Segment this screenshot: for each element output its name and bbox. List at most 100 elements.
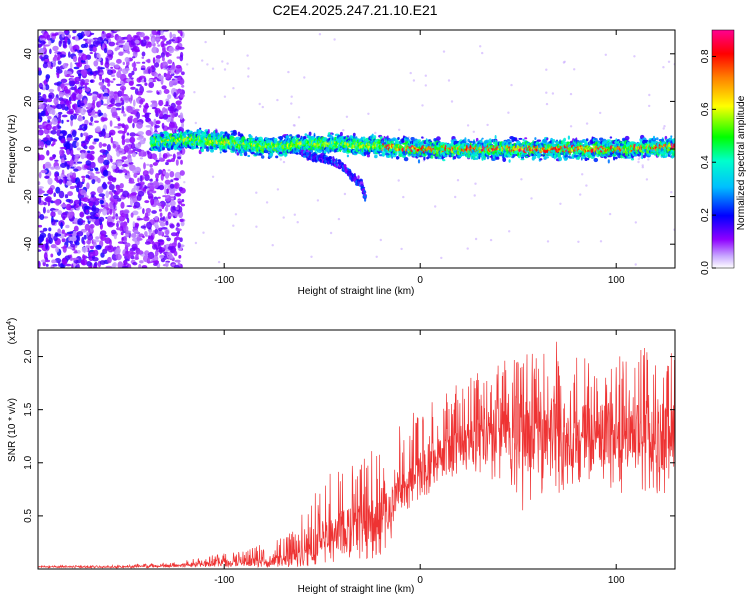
heatmap-cell — [52, 264, 58, 267]
heatmap-cell — [200, 148, 204, 153]
heatmap-cell — [61, 31, 65, 38]
heatmap-cell — [109, 62, 116, 66]
heatmap-cell — [126, 217, 130, 224]
heatmap-cell — [171, 64, 176, 71]
heatmap-cell — [69, 159, 74, 165]
heatmap-cell — [90, 245, 94, 250]
heatmap-cell — [94, 261, 98, 267]
heatmap-cell — [61, 229, 65, 234]
heatmap-cell — [176, 151, 181, 155]
heatmap-cell — [111, 165, 117, 170]
heatmap-cell — [133, 172, 138, 178]
heatmap-cell — [131, 62, 137, 68]
heatmap-cell — [90, 172, 95, 180]
heatmap-cell — [154, 228, 159, 234]
heatmap-cell — [133, 99, 136, 107]
heatmap-cell — [641, 166, 644, 169]
heatmap-cell — [48, 187, 54, 195]
heatmap-cell — [403, 157, 409, 162]
heatmap-cell — [337, 217, 341, 221]
heatmap-cell — [113, 202, 116, 210]
heatmap-cell — [70, 171, 73, 176]
heatmap-cell — [645, 178, 649, 181]
heatmap-cell — [44, 175, 50, 179]
heatmap-cell — [121, 123, 125, 128]
heatmap-cell — [223, 95, 227, 98]
heatmap-cell — [48, 94, 53, 99]
heatmap-cell — [49, 156, 54, 161]
heatmap-cell — [170, 80, 174, 87]
heatmap-cell — [164, 179, 171, 185]
heatmap-cell — [148, 121, 154, 125]
heatmap-cell — [105, 190, 109, 199]
heatmap-cell — [100, 175, 105, 179]
heatmap-cell — [581, 173, 584, 176]
heatmap-cell — [109, 91, 116, 95]
heatmap-cell — [130, 198, 133, 206]
heatmap-cell — [58, 91, 65, 98]
heatmap-cell — [604, 53, 607, 56]
heatmap-cell — [318, 33, 322, 36]
heatmap-cell — [130, 142, 136, 150]
heatmap-cell — [161, 85, 167, 90]
heatmap-cell — [80, 107, 86, 116]
heatmap-cell — [82, 132, 89, 137]
heatmap-cell — [157, 239, 164, 243]
heatmap-cell — [474, 182, 477, 185]
heatmap-cell — [97, 156, 105, 164]
heatmap-cell — [45, 263, 49, 267]
heatmap-cell — [194, 121, 197, 125]
heatmap-cell — [569, 125, 573, 128]
heatmap-cell — [146, 163, 150, 166]
heatmap-cell — [48, 237, 53, 244]
heatmap-cell — [77, 116, 84, 122]
heatmap-cell — [129, 132, 136, 137]
heatmap-cell — [120, 201, 125, 209]
heatmap-cell — [160, 30, 164, 36]
heatmap-cell — [107, 215, 113, 223]
heatmap-cell — [153, 262, 158, 266]
heatmap-cell — [454, 195, 457, 199]
heatmap-cell — [181, 71, 185, 76]
heatmap-cell — [107, 82, 111, 87]
heatmap-cell — [173, 177, 179, 181]
heatmap-cell — [638, 156, 642, 159]
heatmap-cell — [90, 32, 95, 35]
heatmap-cell — [78, 49, 83, 53]
heatmap-cell — [86, 153, 93, 161]
heatmap-cell — [333, 38, 336, 41]
heatmap-cell — [92, 114, 98, 118]
heatmap-cell — [162, 153, 168, 159]
heatmap-cell — [126, 132, 130, 136]
heatmap-cell — [139, 260, 144, 264]
heatmap-cell — [421, 136, 424, 139]
heatmap-cell — [293, 213, 296, 216]
heatmap-cell — [79, 149, 86, 154]
heatmap-cell — [57, 60, 62, 65]
heatmap-cell — [121, 163, 128, 167]
heatmap-cell — [179, 93, 185, 98]
heatmap-cell — [89, 211, 97, 216]
heatmap-cell — [155, 173, 159, 180]
heatmap-cell — [164, 254, 167, 260]
heatmap-cell — [111, 216, 116, 220]
heatmap-cell — [453, 155, 457, 160]
heatmap-cell — [72, 55, 78, 63]
heatmap-cell — [50, 253, 54, 258]
heatmap-cell — [442, 50, 446, 53]
heatmap-cell — [38, 154, 45, 161]
heatmap-cell — [161, 227, 168, 230]
heatmap-cell — [40, 43, 43, 47]
heatmap-cell — [44, 84, 50, 91]
heatmap-cell — [60, 78, 68, 84]
heatmap-cell — [331, 133, 334, 135]
heatmap-cell — [155, 221, 159, 228]
heatmap-cell — [255, 191, 258, 194]
heatmap-cell — [57, 210, 63, 215]
heatmap-cell — [255, 225, 258, 228]
heatmap-cell — [342, 129, 345, 132]
heatmap-cell — [61, 238, 66, 243]
heatmap-cell — [110, 98, 116, 105]
heatmap-cell — [110, 74, 116, 77]
heatmap-cell — [55, 186, 61, 194]
